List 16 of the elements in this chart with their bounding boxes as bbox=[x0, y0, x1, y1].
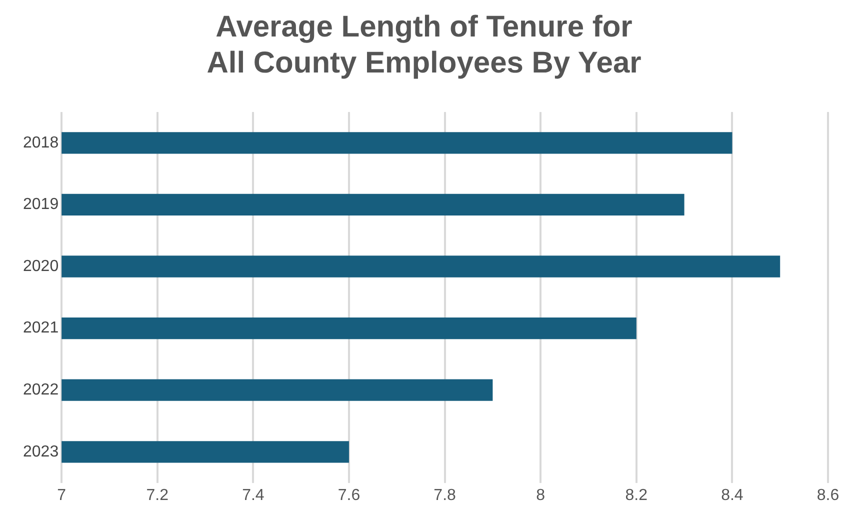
x-tick-label: 7.8 bbox=[434, 486, 456, 504]
chart-title: Average Length of Tenure for All County Employees By Year bbox=[206, 10, 642, 80]
x-tick-label: 8.6 bbox=[816, 486, 840, 504]
x-tick-label: 7.2 bbox=[146, 486, 169, 504]
y-tick-label: 2021 bbox=[23, 320, 59, 337]
x-tick-label: 8.2 bbox=[625, 486, 648, 504]
y-tick-label: 2022 bbox=[23, 382, 59, 399]
y-tick-label: 2018 bbox=[23, 134, 59, 152]
y-tick-label: 2020 bbox=[23, 258, 59, 275]
y-tick-label: 2023 bbox=[23, 443, 59, 460]
x-tick-label: 8 bbox=[536, 486, 546, 504]
x-tick-label: 7.4 bbox=[242, 486, 264, 504]
y-tick-label: 2019 bbox=[23, 196, 59, 214]
x-tick-label: 7.6 bbox=[338, 486, 360, 504]
x-tick-label: 8.4 bbox=[721, 486, 744, 504]
x-tick-label: 7 bbox=[57, 486, 66, 504]
